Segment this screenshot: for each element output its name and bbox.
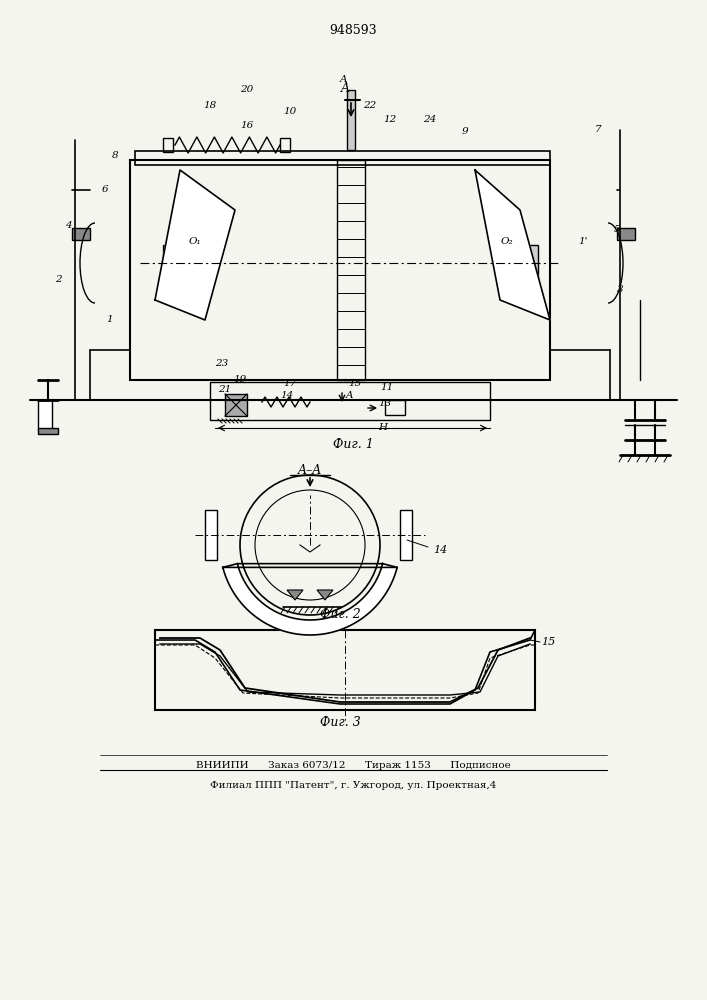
Text: Филиал ППП "Патент", г. Ужгород, ул. Проектная,4: Филиал ППП "Патент", г. Ужгород, ул. Про… (210, 780, 496, 790)
Polygon shape (475, 170, 550, 320)
Text: 17: 17 (284, 378, 297, 387)
Bar (130, 160, 550, 380)
Text: 6: 6 (102, 186, 108, 194)
Text: A–A: A–A (298, 464, 322, 477)
Text: 5: 5 (614, 226, 620, 234)
Bar (205, 510, 217, 560)
Text: 7: 7 (595, 125, 602, 134)
Text: Фиг. 1: Фиг. 1 (332, 438, 373, 452)
Text: A: A (340, 76, 348, 85)
Text: A: A (346, 390, 354, 399)
Text: H: H (378, 424, 387, 432)
Polygon shape (223, 564, 397, 635)
Text: 18: 18 (204, 101, 216, 109)
Text: A: A (341, 82, 349, 95)
Polygon shape (155, 170, 235, 320)
Text: 19: 19 (233, 375, 247, 384)
Bar (163, 138, 173, 152)
Text: 12: 12 (383, 115, 397, 124)
Text: ВНИИПИ      Заказ 6073/12      Тираж 1153      Подписное: ВНИИПИ Заказ 6073/12 Тираж 1153 Подписно… (196, 760, 510, 770)
Text: 23: 23 (216, 360, 228, 368)
Text: O₂: O₂ (501, 237, 513, 246)
Bar (400, 510, 412, 560)
Text: 22: 22 (363, 101, 377, 109)
Bar (210, 382, 490, 420)
Text: 14: 14 (281, 390, 293, 399)
Bar (72, 228, 90, 240)
Text: 3: 3 (617, 286, 624, 294)
Bar (38, 400, 52, 430)
Text: 9: 9 (462, 127, 468, 136)
Text: 14: 14 (433, 545, 447, 555)
Bar (337, 160, 365, 380)
Polygon shape (287, 590, 303, 600)
Text: 21: 21 (218, 385, 232, 394)
Bar (155, 630, 535, 710)
Text: 4: 4 (64, 221, 71, 230)
Text: 948593: 948593 (329, 23, 377, 36)
Text: 1': 1' (578, 237, 588, 246)
Text: 8: 8 (112, 150, 118, 159)
Text: 13: 13 (378, 398, 392, 408)
Bar (225, 394, 247, 416)
Bar (280, 138, 290, 152)
Text: Фиг. 3: Фиг. 3 (320, 716, 361, 728)
Text: 24: 24 (423, 115, 437, 124)
Text: 20: 20 (240, 86, 254, 95)
Bar (385, 400, 405, 415)
Bar (347, 90, 355, 150)
Bar (135, 151, 550, 165)
Bar (163, 245, 201, 280)
Text: 11: 11 (380, 383, 394, 392)
Text: O₁: O₁ (189, 237, 201, 246)
Bar (500, 245, 538, 280)
Text: 10: 10 (284, 107, 297, 116)
Text: Фиг. 2: Фиг. 2 (320, 608, 361, 621)
Bar (38, 428, 58, 434)
Text: 2: 2 (54, 275, 62, 284)
Text: 16: 16 (240, 120, 254, 129)
Text: 15: 15 (349, 378, 361, 387)
Text: 15: 15 (541, 637, 555, 647)
Bar (617, 228, 635, 240)
Polygon shape (317, 590, 333, 600)
Text: 1: 1 (107, 316, 113, 324)
